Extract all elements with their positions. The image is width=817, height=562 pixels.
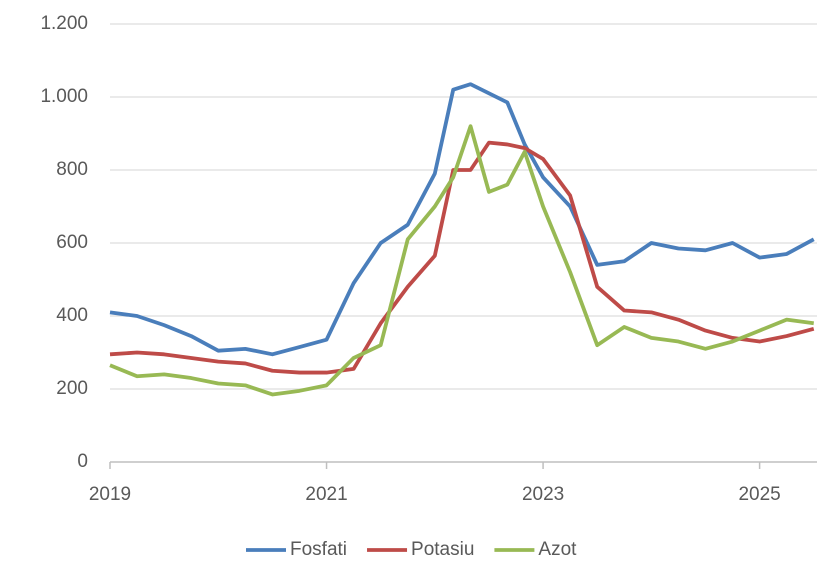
- y-tick-label: 200: [56, 378, 88, 399]
- line-series: [109, 82, 815, 357]
- legend-label: Potasiu: [411, 539, 474, 560]
- y-tick-label: 1.000: [40, 86, 88, 107]
- y-tick-label: 1.200: [40, 13, 88, 34]
- x-tick-label: 2025: [738, 484, 780, 505]
- x-tick-label: 2019: [89, 484, 131, 505]
- x-tick-label: 2023: [522, 484, 564, 505]
- legend-label: Fosfati: [290, 539, 347, 560]
- y-tick-label: 400: [56, 305, 88, 326]
- line-series: [109, 124, 815, 397]
- y-tick-label: 800: [56, 159, 88, 180]
- x-tick-label: 2021: [305, 484, 347, 505]
- y-tick-label: 600: [56, 232, 88, 253]
- y-tick-label: 0: [77, 451, 88, 472]
- legend-label: Azot: [538, 539, 577, 560]
- line-series: [109, 140, 815, 375]
